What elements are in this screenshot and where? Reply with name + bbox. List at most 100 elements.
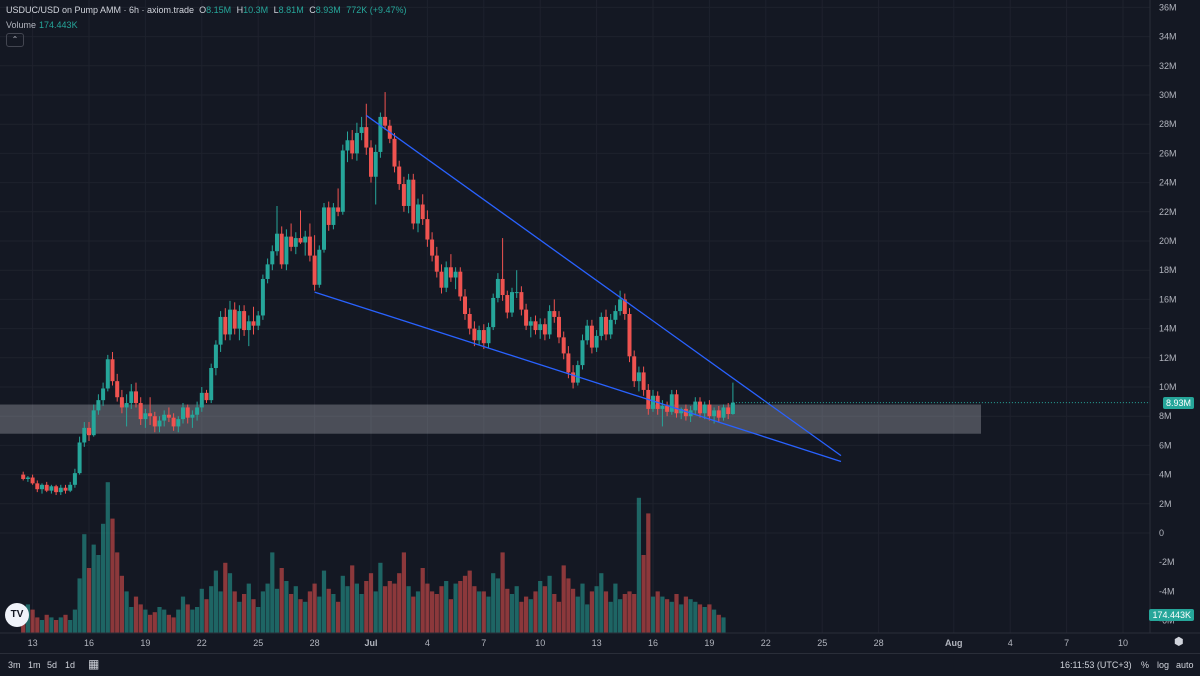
- candle-body: [185, 407, 190, 418]
- candle-body: [364, 127, 369, 148]
- candle-body: [218, 316, 223, 345]
- candle-body: [453, 271, 458, 278]
- volume-bar: [721, 617, 726, 633]
- candle-body: [557, 316, 561, 338]
- volume-bar: [538, 581, 543, 633]
- price-axis[interactable]: 0 2M 4M 6M 8M 10M 12M 14M 16M 18M 20M 22M 24M 26M 28M 3…: [732, 0, 1177, 633]
- volume-bars: [21, 482, 726, 633]
- time-tick-label: 16: [84, 638, 94, 648]
- time-tick-label: 13: [592, 638, 602, 648]
- candle-body: [613, 311, 618, 320]
- volume-bar: [72, 609, 77, 633]
- collapse-legend-button[interactable]: ⌃: [6, 33, 24, 47]
- volume-bar: [180, 596, 186, 633]
- price-tick-label: 24M: [1159, 178, 1177, 188]
- candle-body: [575, 365, 580, 383]
- volume-bar: [472, 586, 477, 633]
- candle-body: [101, 388, 106, 401]
- volume-bar: [148, 614, 153, 633]
- volume-bar: [91, 544, 96, 633]
- candle-body: [420, 204, 425, 220]
- price-tick-label: 34M: [1159, 32, 1177, 42]
- candle-body: [439, 271, 444, 288]
- candle-body: [265, 264, 270, 279]
- volume-bar: [242, 594, 247, 633]
- candle-body: [293, 238, 298, 247]
- volume-bar: [176, 609, 181, 633]
- time-tick-label: 7: [481, 638, 486, 648]
- candle-body: [730, 402, 735, 415]
- candle-body: [129, 391, 134, 404]
- candle-body: [693, 401, 698, 411]
- candle-body: [463, 296, 467, 314]
- volume-bar: [49, 617, 54, 633]
- candle-body: [40, 484, 44, 490]
- volume-bar: [594, 586, 599, 633]
- volume-legend[interactable]: Volume 174.443K: [6, 20, 78, 30]
- symbol-legend[interactable]: USDUC/USD on Pump AMM · 6h · axiom.trade…: [6, 5, 410, 15]
- volume-bar: [571, 588, 576, 633]
- volume-bar: [340, 575, 345, 633]
- candle-body: [105, 359, 110, 389]
- percent-toggle[interactable]: %: [1141, 660, 1150, 670]
- candle-body: [359, 127, 364, 133]
- candle-body: [68, 484, 73, 491]
- clock-display[interactable]: 16:11:53 (UTC+3): [1060, 660, 1132, 670]
- candle-body: [303, 236, 308, 243]
- volume-bar: [505, 588, 510, 633]
- timeframe-3m-button[interactable]: 3m: [8, 660, 21, 670]
- volume-bar: [133, 596, 139, 633]
- date-range-icon[interactable]: ▦: [88, 657, 100, 671]
- candle-body: [651, 395, 655, 409]
- log-toggle[interactable]: log: [1157, 660, 1170, 670]
- time-tick-label: 7: [1064, 638, 1069, 648]
- volume-bar: [77, 578, 82, 633]
- price-tick-label: 36M: [1159, 2, 1177, 12]
- candle-body: [542, 324, 547, 335]
- timeframe-1m-button[interactable]: 1m: [28, 660, 41, 670]
- auto-toggle[interactable]: auto: [1176, 660, 1194, 670]
- price-tick-label: 8M: [1159, 411, 1172, 421]
- candle-body: [707, 404, 712, 417]
- time-tick-label: 19: [140, 638, 150, 648]
- volume-bar: [688, 599, 693, 633]
- volume-bar: [68, 620, 73, 633]
- volume-bar: [383, 586, 388, 633]
- time-tick-label: 16: [648, 638, 658, 648]
- candle-body: [383, 116, 388, 126]
- price-tick-label: 26M: [1159, 148, 1177, 158]
- volume-bar: [547, 575, 552, 633]
- volume-bar: [430, 591, 435, 633]
- candle-body: [665, 405, 670, 412]
- volume-bar: [462, 575, 468, 633]
- candle-body: [448, 267, 453, 278]
- price-tick-label: 2M: [1159, 499, 1172, 509]
- timeframe-1d-button[interactable]: 1d: [65, 660, 76, 670]
- candle-body: [411, 179, 416, 224]
- volume-bar: [401, 552, 406, 633]
- candle-body: [354, 132, 359, 154]
- tradingview-logo[interactable]: TV: [5, 603, 29, 627]
- symbol-title[interactable]: USDUC/USD on Pump AMM · 6h · axiom.trade: [6, 5, 195, 15]
- volume-bar: [415, 591, 421, 633]
- timeframe-5d-button[interactable]: 5d: [47, 660, 58, 670]
- volume-bar: [298, 599, 303, 633]
- volume-bar: [171, 617, 176, 633]
- candle-body: [547, 311, 552, 335]
- trendlines[interactable]: [314, 114, 842, 463]
- volume-bar: [495, 578, 500, 633]
- time-axis[interactable]: 13 16 19 22 25 28 Jul 4 7 10 13 16 19 22 25 28 Aug 4 7 10: [0, 632, 1200, 648]
- settings-icon[interactable]: ⬢: [1174, 636, 1184, 648]
- time-tick-label: 28: [874, 638, 884, 648]
- candle-body: [397, 166, 402, 185]
- volume-bar: [702, 607, 707, 633]
- volume-bar: [223, 562, 228, 633]
- low-label: L: [273, 5, 279, 15]
- candle-body: [500, 278, 505, 296]
- candle-body: [209, 368, 214, 401]
- price-tick-label: 4M: [1159, 470, 1172, 480]
- candle-body: [289, 236, 294, 247]
- price-tick-label: 16M: [1159, 294, 1177, 304]
- candle-body: [279, 233, 284, 265]
